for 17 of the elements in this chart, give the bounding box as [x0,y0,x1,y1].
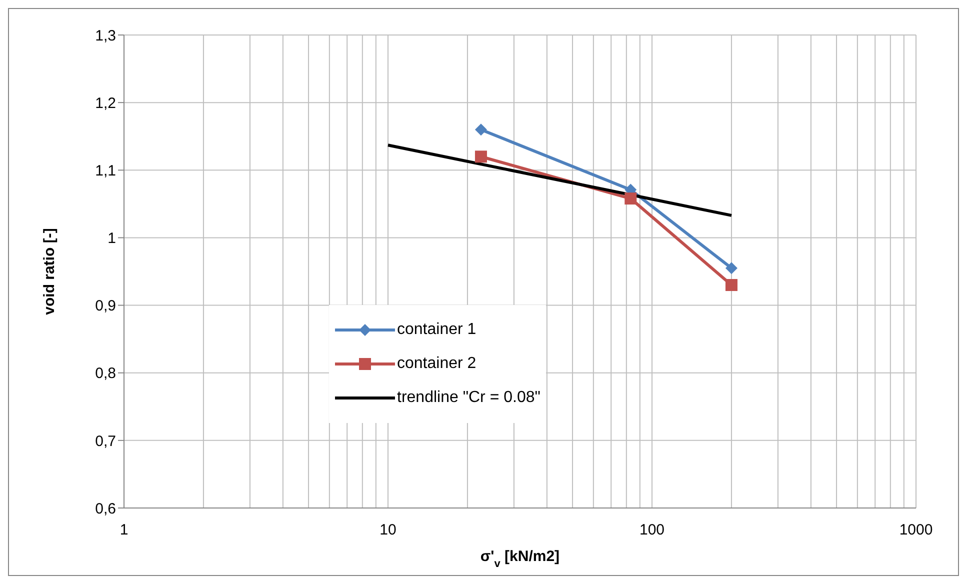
x-tick-label: 1 [120,522,128,539]
x-axis-title: σ'$_{v}$ [kN/m2] [480,548,560,570]
legend-label: trendline "Cr = 0.08" [397,388,540,407]
legend-label: container 2 [397,354,476,373]
legend-label: container 1 [397,320,476,339]
x-tick-label: 100 [639,522,665,539]
y-tick-label: 1 [108,230,116,248]
y-tick-label: 0,8 [95,365,116,382]
y-tick-label: 1,3 [95,27,116,44]
x-tick-label: 10 [380,522,396,539]
y-tick-label: 1,2 [95,94,116,112]
y-tick-label: 0,6 [95,500,116,518]
y-tick-label: 0,9 [95,298,116,315]
y-axis-title: void ratio [-] [41,228,58,315]
y-tick-label: 0,7 [95,432,116,450]
y-tick-label: 1,1 [95,162,116,180]
x-tick-label: 1000 [899,522,933,539]
